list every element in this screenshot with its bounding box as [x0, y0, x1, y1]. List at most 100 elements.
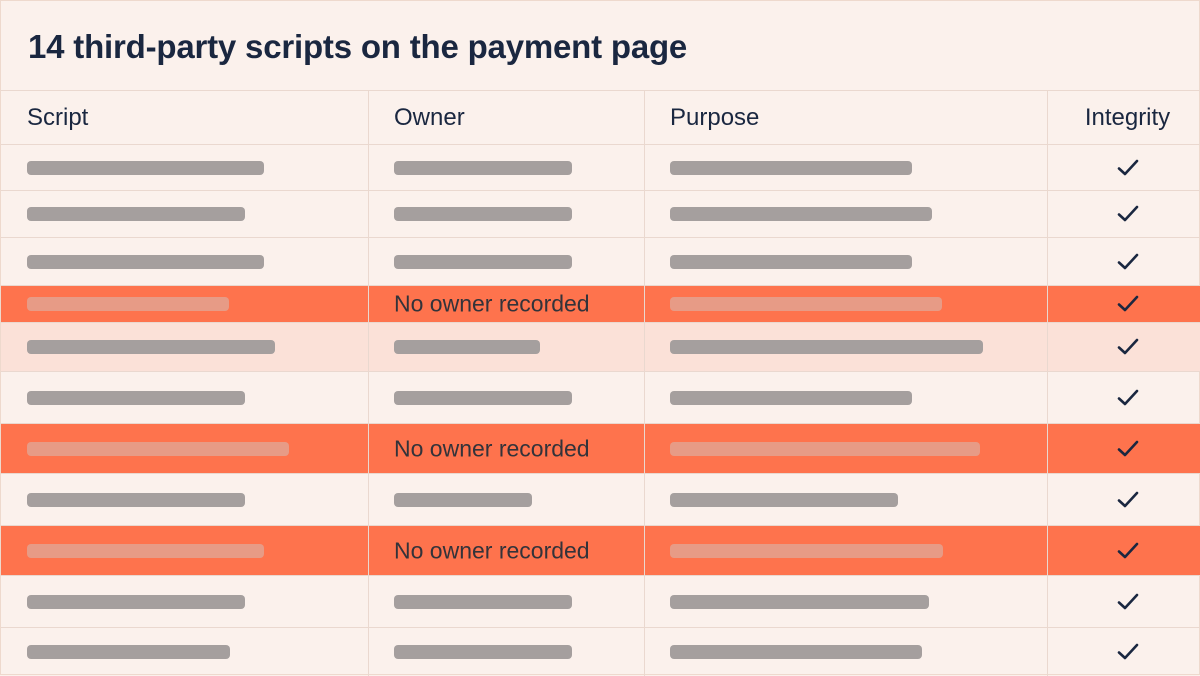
no-owner-note: No owner recorded — [394, 537, 590, 563]
redacted-purpose — [670, 594, 929, 609]
table-row[interactable] — [1, 371, 1200, 423]
script-cell — [1, 191, 368, 237]
owner-cell — [368, 628, 644, 676]
redacted-script-name — [27, 492, 245, 507]
table-row[interactable] — [1, 627, 1200, 676]
table-row[interactable] — [1, 575, 1200, 627]
owner-cell: No owner recorded — [368, 286, 644, 322]
integrity-cell — [1047, 628, 1200, 676]
purpose-cell — [644, 323, 1047, 371]
table-row-flagged[interactable]: No owner recorded — [1, 423, 1200, 473]
redacted-owner — [394, 645, 572, 659]
no-owner-note: No owner recorded — [394, 435, 590, 461]
purpose-cell — [644, 576, 1047, 627]
table-row-flagged[interactable]: No owner recorded — [1, 285, 1200, 322]
script-cell — [1, 526, 368, 575]
redacted-script-name — [27, 207, 245, 221]
table-header-row: Script Owner Purpose Integrity — [1, 90, 1200, 144]
column-header-owner[interactable]: Owner — [394, 103, 465, 131]
purpose-cell — [644, 424, 1047, 473]
integrity-cell — [1047, 323, 1200, 371]
redacted-owner — [394, 492, 532, 507]
redacted-script-name — [27, 594, 245, 609]
owner-cell — [368, 191, 644, 237]
owner-cell — [368, 145, 644, 190]
check-icon — [1117, 253, 1138, 269]
column-header-integrity[interactable]: Integrity — [1084, 103, 1171, 131]
integrity-cell — [1047, 474, 1200, 525]
check-icon — [1117, 542, 1138, 558]
redacted-purpose — [670, 441, 980, 456]
table-row[interactable] — [1, 190, 1200, 237]
integrity-cell — [1047, 286, 1200, 322]
integrity-cell — [1047, 526, 1200, 575]
script-cell — [1, 372, 368, 423]
owner-cell — [368, 576, 644, 627]
redacted-script-name — [27, 297, 229, 311]
integrity-cell — [1047, 238, 1200, 285]
check-icon — [1117, 389, 1138, 405]
redacted-purpose — [670, 207, 932, 221]
integrity-cell — [1047, 191, 1200, 237]
table-row[interactable] — [1, 237, 1200, 285]
integrity-cell — [1047, 372, 1200, 423]
script-cell — [1, 628, 368, 676]
check-icon — [1117, 159, 1138, 175]
redacted-script-name — [27, 160, 264, 175]
integrity-cell — [1047, 576, 1200, 627]
purpose-cell — [644, 526, 1047, 575]
redacted-owner — [394, 160, 572, 175]
script-cell — [1, 576, 368, 627]
redacted-purpose — [670, 254, 912, 269]
table-row[interactable] — [1, 473, 1200, 525]
purpose-cell — [644, 238, 1047, 285]
owner-cell: No owner recorded — [368, 424, 644, 473]
owner-cell — [368, 474, 644, 525]
column-header-purpose[interactable]: Purpose — [670, 103, 760, 131]
owner-cell — [368, 323, 644, 371]
table-row[interactable] — [1, 322, 1200, 371]
purpose-cell — [644, 286, 1047, 322]
redacted-purpose — [670, 543, 943, 558]
header-cell-integrity: Integrity — [1047, 91, 1200, 144]
purpose-cell — [644, 145, 1047, 190]
redacted-script-name — [27, 254, 264, 269]
table-row-flagged[interactable]: No owner recorded — [1, 525, 1200, 575]
header-cell-purpose: Purpose — [644, 91, 1047, 144]
check-icon — [1117, 205, 1138, 222]
check-icon — [1117, 440, 1138, 456]
no-owner-note: No owner recorded — [394, 290, 590, 317]
column-header-script[interactable]: Script — [27, 103, 89, 131]
script-cell — [1, 323, 368, 371]
script-cell — [1, 474, 368, 525]
check-icon — [1117, 295, 1138, 312]
redacted-owner — [394, 254, 572, 269]
redacted-purpose — [670, 645, 922, 659]
check-icon — [1117, 338, 1138, 355]
purpose-cell — [644, 372, 1047, 423]
redacted-script-name — [27, 441, 289, 456]
redacted-owner — [394, 594, 572, 609]
integrity-cell — [1047, 145, 1200, 190]
check-icon — [1117, 491, 1138, 507]
redacted-owner — [394, 207, 572, 221]
redacted-purpose — [670, 297, 942, 311]
script-cell — [1, 238, 368, 285]
redacted-script-name — [27, 340, 275, 354]
owner-cell — [368, 372, 644, 423]
table-row[interactable] — [1, 144, 1200, 190]
redacted-script-name — [27, 543, 264, 558]
script-cell — [1, 424, 368, 473]
script-cell — [1, 145, 368, 190]
purpose-cell — [644, 628, 1047, 676]
header-cell-script: Script — [1, 91, 368, 144]
owner-cell: No owner recorded — [368, 526, 644, 575]
redacted-script-name — [27, 390, 245, 405]
redacted-owner — [394, 340, 540, 354]
check-icon — [1117, 593, 1138, 609]
integrity-cell — [1047, 424, 1200, 473]
script-cell — [1, 286, 368, 322]
redacted-owner — [394, 390, 572, 405]
header-cell-owner: Owner — [368, 91, 644, 144]
check-icon — [1117, 643, 1138, 660]
